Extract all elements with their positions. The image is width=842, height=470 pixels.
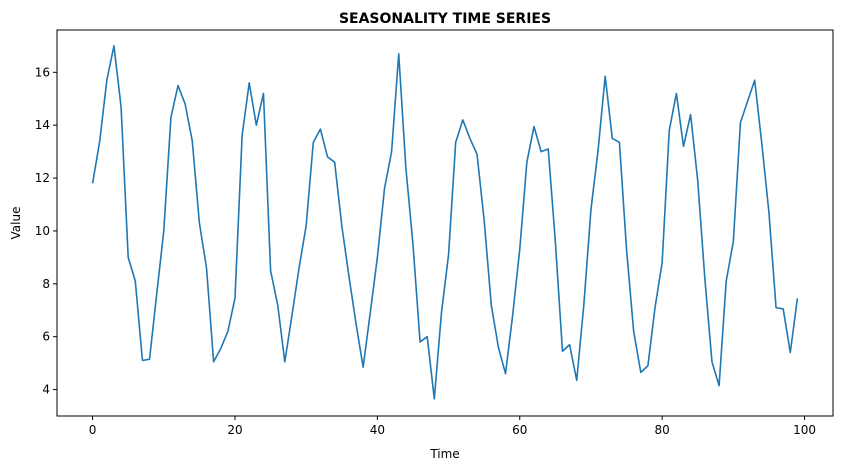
chart-title: SEASONALITY TIME SERIES (339, 11, 551, 27)
x-tick-label: 80 (654, 423, 669, 437)
x-axis-ticks: 0 20 40 60 80 100 (89, 416, 816, 437)
x-tick-label: 40 (370, 423, 385, 437)
y-tick-label: 8 (42, 277, 50, 291)
y-tick-label: 14 (35, 118, 50, 132)
x-axis-label: Time (429, 447, 459, 461)
x-tick-label: 0 (89, 423, 97, 437)
plot-frame (56, 29, 834, 417)
y-axis-label: Value (9, 207, 23, 240)
x-tick-label: 20 (227, 423, 242, 437)
y-tick-label: 6 (42, 330, 50, 344)
x-tick-label: 60 (512, 423, 527, 437)
y-tick-label: 12 (35, 171, 50, 185)
series-line-0 (91, 45, 799, 400)
y-tick-label: 10 (35, 224, 50, 238)
y-tick-label: 4 (42, 383, 50, 397)
y-axis-ticks: 4 6 8 10 12 14 16 (35, 65, 57, 397)
plot-area (91, 45, 799, 400)
y-tick-label: 16 (35, 65, 50, 79)
x-tick-label: 100 (793, 423, 816, 437)
